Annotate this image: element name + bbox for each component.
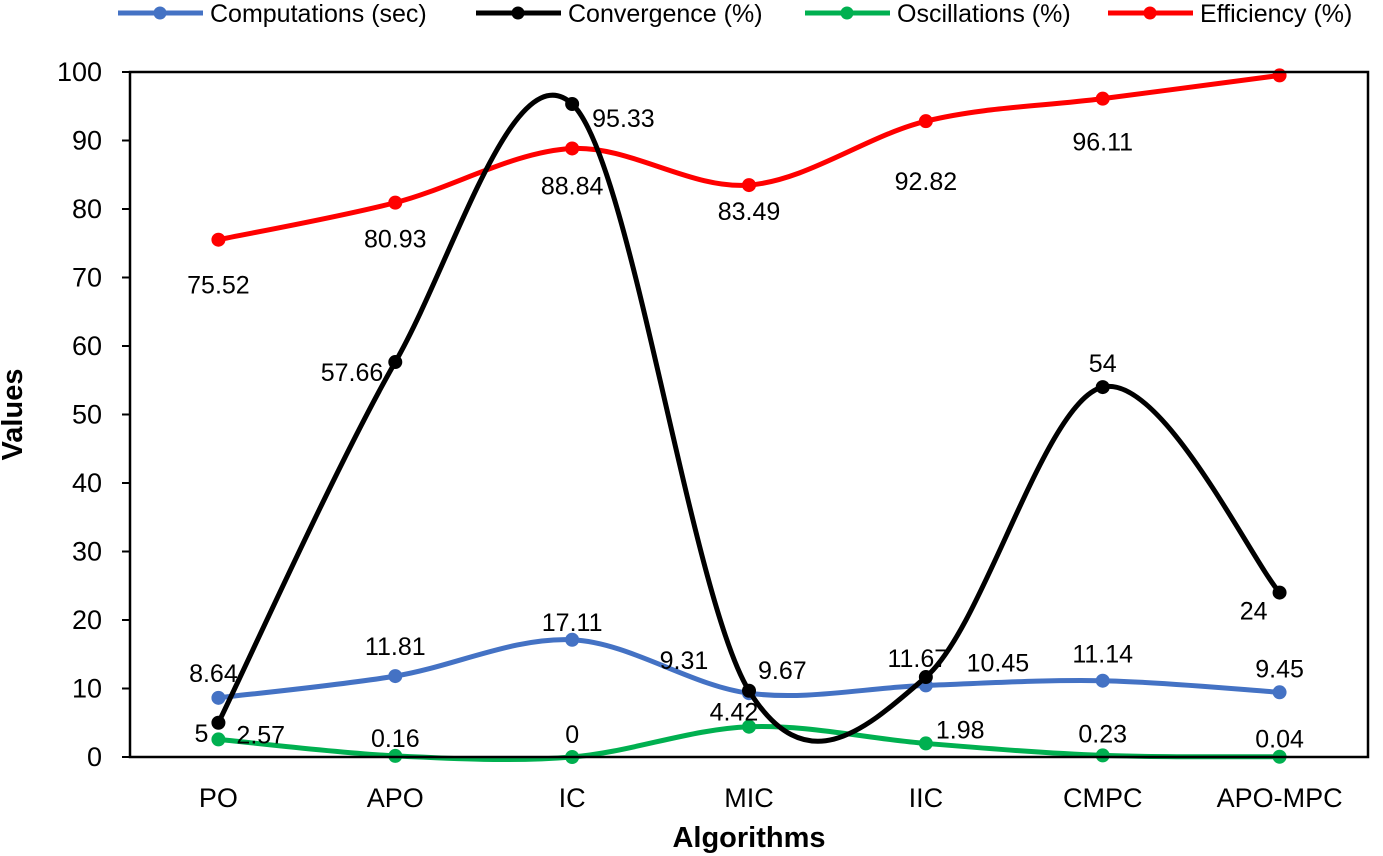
data-point bbox=[1095, 380, 1110, 395]
data-label: 2.57 bbox=[236, 721, 285, 749]
data-point bbox=[742, 719, 756, 734]
data-label: 80.93 bbox=[364, 226, 427, 254]
data-label: 5 bbox=[195, 720, 209, 748]
data-label: 75.52 bbox=[187, 272, 250, 300]
x-tick-label: IC bbox=[559, 783, 586, 813]
y-tick-label: 0 bbox=[87, 742, 102, 772]
plot-area-frame bbox=[128, 70, 1370, 759]
y-tick-label: 40 bbox=[72, 468, 102, 498]
data-point bbox=[918, 114, 933, 129]
legend-entry: Oscillations (%) bbox=[897, 0, 1071, 28]
data-label: 1.98 bbox=[936, 716, 985, 744]
data-label: 88.84 bbox=[541, 172, 604, 200]
x-tick-label: CMPC bbox=[1063, 783, 1143, 813]
data-label: 9.45 bbox=[1255, 655, 1304, 683]
x-tick-label: MIC bbox=[724, 783, 774, 813]
legend-marker bbox=[840, 6, 854, 20]
data-point bbox=[388, 355, 403, 370]
data-label: 54 bbox=[1089, 350, 1117, 378]
legend-marker bbox=[1143, 6, 1157, 20]
data-label: 8.64 bbox=[189, 660, 238, 688]
data-label: 83.49 bbox=[718, 198, 781, 226]
data-point bbox=[742, 683, 756, 698]
x-axis: PO APO IC MIC IIC CMPC APO-MPC bbox=[199, 783, 1343, 813]
data-label: 0.04 bbox=[1255, 726, 1304, 754]
x-axis-title: Algorithms bbox=[672, 822, 825, 854]
data-label: 0 bbox=[565, 721, 579, 749]
data-point bbox=[918, 736, 933, 751]
legend-entry: Computations (sec) bbox=[210, 0, 427, 28]
y-axis: 0 10 20 30 40 50 60 70 80 90 100 bbox=[57, 57, 130, 772]
data-label: 17.11 bbox=[542, 609, 603, 637]
y-tick-label: 10 bbox=[72, 674, 102, 704]
data-point bbox=[918, 670, 933, 685]
data-point bbox=[388, 669, 403, 684]
data-label: 11.14 bbox=[1072, 641, 1133, 669]
x-tick-label: APO bbox=[367, 783, 424, 813]
data-labels: 8.64 11.81 17.11 9.31 10.45 11.14 9.45 2.57 0.16… bbox=[187, 105, 1304, 754]
y-tick-label: 100 bbox=[57, 57, 102, 87]
data-label: 9.67 bbox=[758, 657, 807, 685]
y-tick-label: 60 bbox=[72, 331, 102, 361]
y-axis-title: Values bbox=[0, 369, 29, 461]
y-tick-label: 30 bbox=[72, 537, 102, 567]
data-point bbox=[211, 715, 226, 730]
data-label: 9.31 bbox=[660, 647, 709, 675]
legend-marker bbox=[153, 6, 167, 20]
data-label: 24 bbox=[1240, 598, 1268, 626]
data-label: 0.23 bbox=[1078, 720, 1127, 748]
y-tick-label: 20 bbox=[72, 605, 102, 635]
data-label: 11.81 bbox=[365, 633, 426, 661]
legend: Computations (sec) Convergence (%) Oscilla… bbox=[118, 0, 1352, 28]
y-tick-label: 70 bbox=[72, 263, 102, 293]
x-tick-label: IIC bbox=[909, 783, 944, 813]
y-tick-label: 80 bbox=[72, 194, 102, 224]
data-label: 92.82 bbox=[895, 168, 958, 196]
data-label: 57.66 bbox=[321, 359, 384, 387]
data-point bbox=[565, 141, 580, 156]
data-point bbox=[565, 96, 580, 111]
data-point bbox=[742, 178, 756, 193]
data-point bbox=[211, 690, 226, 705]
data-label: 95.33 bbox=[592, 105, 655, 133]
data-point bbox=[1095, 673, 1110, 688]
data-point bbox=[388, 195, 403, 210]
y-tick-label: 90 bbox=[72, 126, 102, 156]
data-label: 0.16 bbox=[371, 725, 420, 753]
data-point bbox=[211, 732, 226, 747]
x-tick-label: PO bbox=[199, 783, 238, 813]
data-point bbox=[1095, 748, 1110, 763]
data-label: 11.67 bbox=[887, 645, 948, 673]
data-label: 96.11 bbox=[1072, 129, 1133, 157]
legend-marker bbox=[511, 6, 525, 20]
y-tick-label: 50 bbox=[72, 400, 102, 430]
data-point bbox=[1272, 585, 1287, 600]
legend-entry: Efficiency (%) bbox=[1200, 0, 1352, 28]
data-point bbox=[211, 232, 226, 247]
data-point bbox=[565, 632, 580, 647]
data-label: 10.45 bbox=[967, 649, 1030, 677]
data-point bbox=[1272, 685, 1287, 700]
legend-entry: Convergence (%) bbox=[568, 0, 763, 28]
data-label: 4.42 bbox=[710, 699, 759, 727]
x-tick-label: APO-MPC bbox=[1217, 783, 1343, 813]
data-point bbox=[1095, 91, 1110, 106]
